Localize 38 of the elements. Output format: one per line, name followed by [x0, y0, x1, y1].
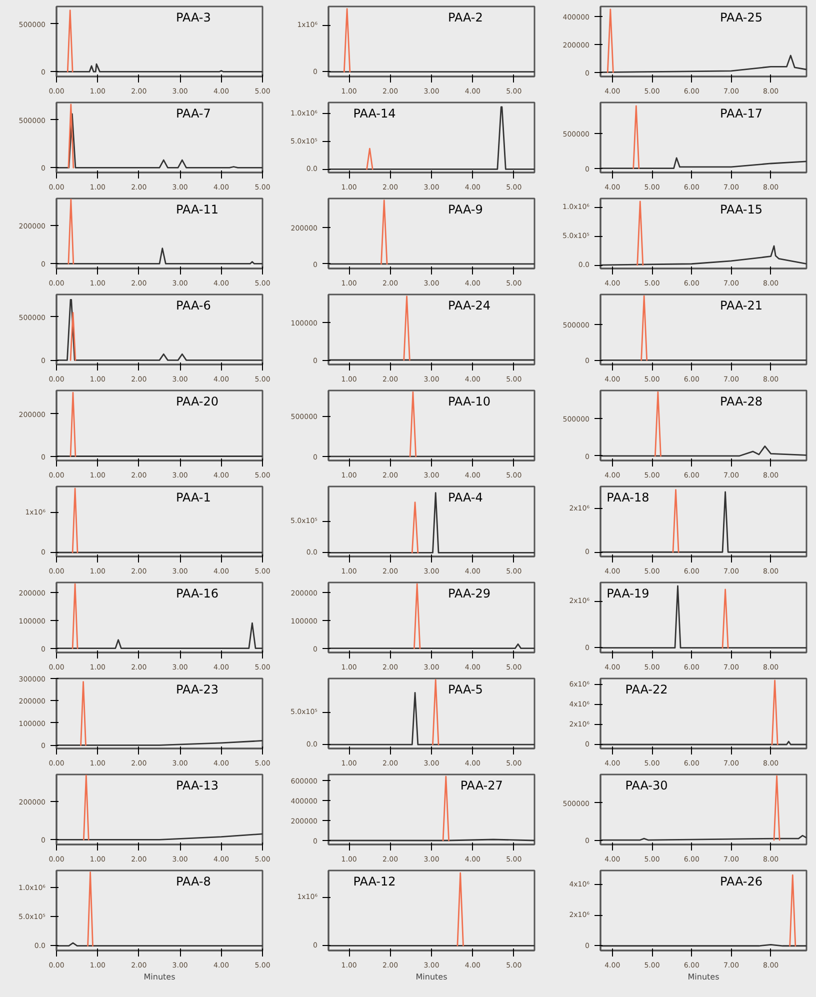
annotation: PAA-17 [720, 106, 763, 120]
line-series [600, 245, 806, 266]
line-series [600, 54, 806, 73]
annotation: PAA-14 [353, 106, 396, 120]
annotation: PAA-18 [606, 490, 650, 504]
line-series [56, 63, 262, 72]
annotation: PAA-24 [448, 298, 491, 312]
annotation: PAA-1 [176, 490, 211, 504]
annotation: PAA-15 [720, 202, 763, 216]
line-series [600, 446, 806, 457]
annotation: PAA-9 [448, 202, 483, 216]
x-axis-title: Minutes [688, 972, 720, 982]
annotation: PAA-7 [176, 106, 211, 120]
annotation: PAA-12 [353, 874, 396, 888]
annotation: PAA-4 [448, 490, 483, 504]
annotation: PAA-29 [448, 586, 491, 600]
annotation: PAA-19 [606, 586, 650, 600]
annotation: PAA-10 [448, 394, 491, 408]
line-series [600, 157, 806, 170]
annotation: PAA-6 [176, 298, 211, 312]
annotation: PAA-25 [720, 10, 763, 24]
annotation: PAA-5 [448, 682, 483, 696]
x-axis-title: Minutes [416, 972, 448, 982]
annotation: PAA-11 [176, 202, 219, 216]
annotation: PAA-3 [176, 10, 211, 24]
annotation: PAA-20 [176, 394, 219, 408]
annotation: PAA-16 [176, 586, 219, 600]
annotation: PAA-13 [176, 778, 219, 792]
annotation: PAA-27 [460, 778, 503, 792]
annotation: PAA-2 [448, 10, 483, 24]
annotation: PAA-21 [720, 298, 763, 312]
annotation: PAA-26 [720, 874, 763, 888]
x-axis-title: Minutes [144, 972, 176, 982]
annotation: PAA-30 [625, 778, 668, 792]
annotation: PAA-8 [176, 874, 211, 888]
annotation: PAA-23 [176, 682, 219, 696]
annotation: PAA-28 [720, 394, 763, 408]
annotation: PAA-22 [625, 682, 668, 696]
